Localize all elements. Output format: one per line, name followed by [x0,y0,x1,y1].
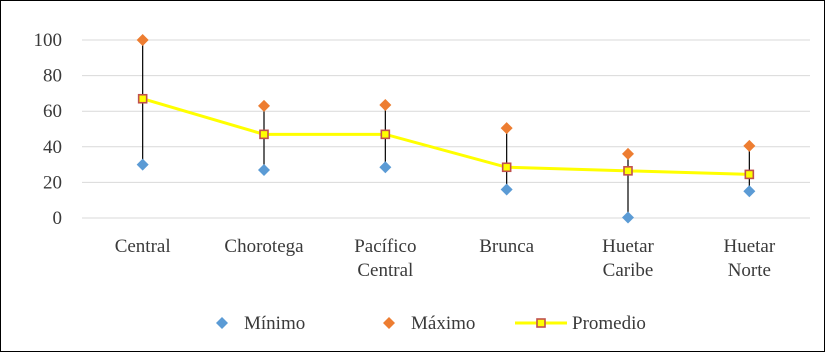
y-tick-label: 80 [43,66,62,87]
legend-promedio-label: Promedio [572,313,646,334]
minimo-point [136,158,149,171]
y-tick-label: 20 [43,172,62,193]
minimo-point [379,161,392,174]
promedio-point [380,129,391,140]
x-tick-label: Huetar Norte [723,236,775,281]
minimo-point [622,211,634,224]
x-tick-label: Huetar Caribe [602,236,654,281]
promedio-point [744,169,755,180]
y-tick-label: 0 [53,208,63,229]
legend-maximo-label: Máximo [411,313,475,334]
maximo-point [136,34,149,46]
x-tick-label: Chorotega [224,236,304,257]
maximo-point [743,139,756,152]
minimo-point [258,163,270,176]
legend-minimo-marker [216,317,228,329]
promedio-point [623,166,633,176]
promedio-series-line [142,97,750,176]
y-tick-label: 40 [43,137,62,158]
promedio-point [259,129,269,140]
legend-maximo-marker [383,317,395,329]
y-tick-label: 60 [43,101,62,122]
minimo-point [743,185,756,198]
maximo-point [258,99,270,112]
legend-promedio-marker [536,318,546,328]
promedio-point [137,93,148,104]
maximo-point [500,122,513,135]
maximo-point [622,147,634,160]
y-tick-label: 100 [34,30,63,51]
minimo-point [500,183,513,196]
legend-minimo-label: Mínimo [244,313,305,334]
promedio-point [501,162,512,173]
maximo-point [379,98,392,111]
x-tick-label: Pacífico Central [354,236,416,281]
x-tick-label: Central [115,236,171,257]
x-tick-label: Brunca [479,236,534,257]
